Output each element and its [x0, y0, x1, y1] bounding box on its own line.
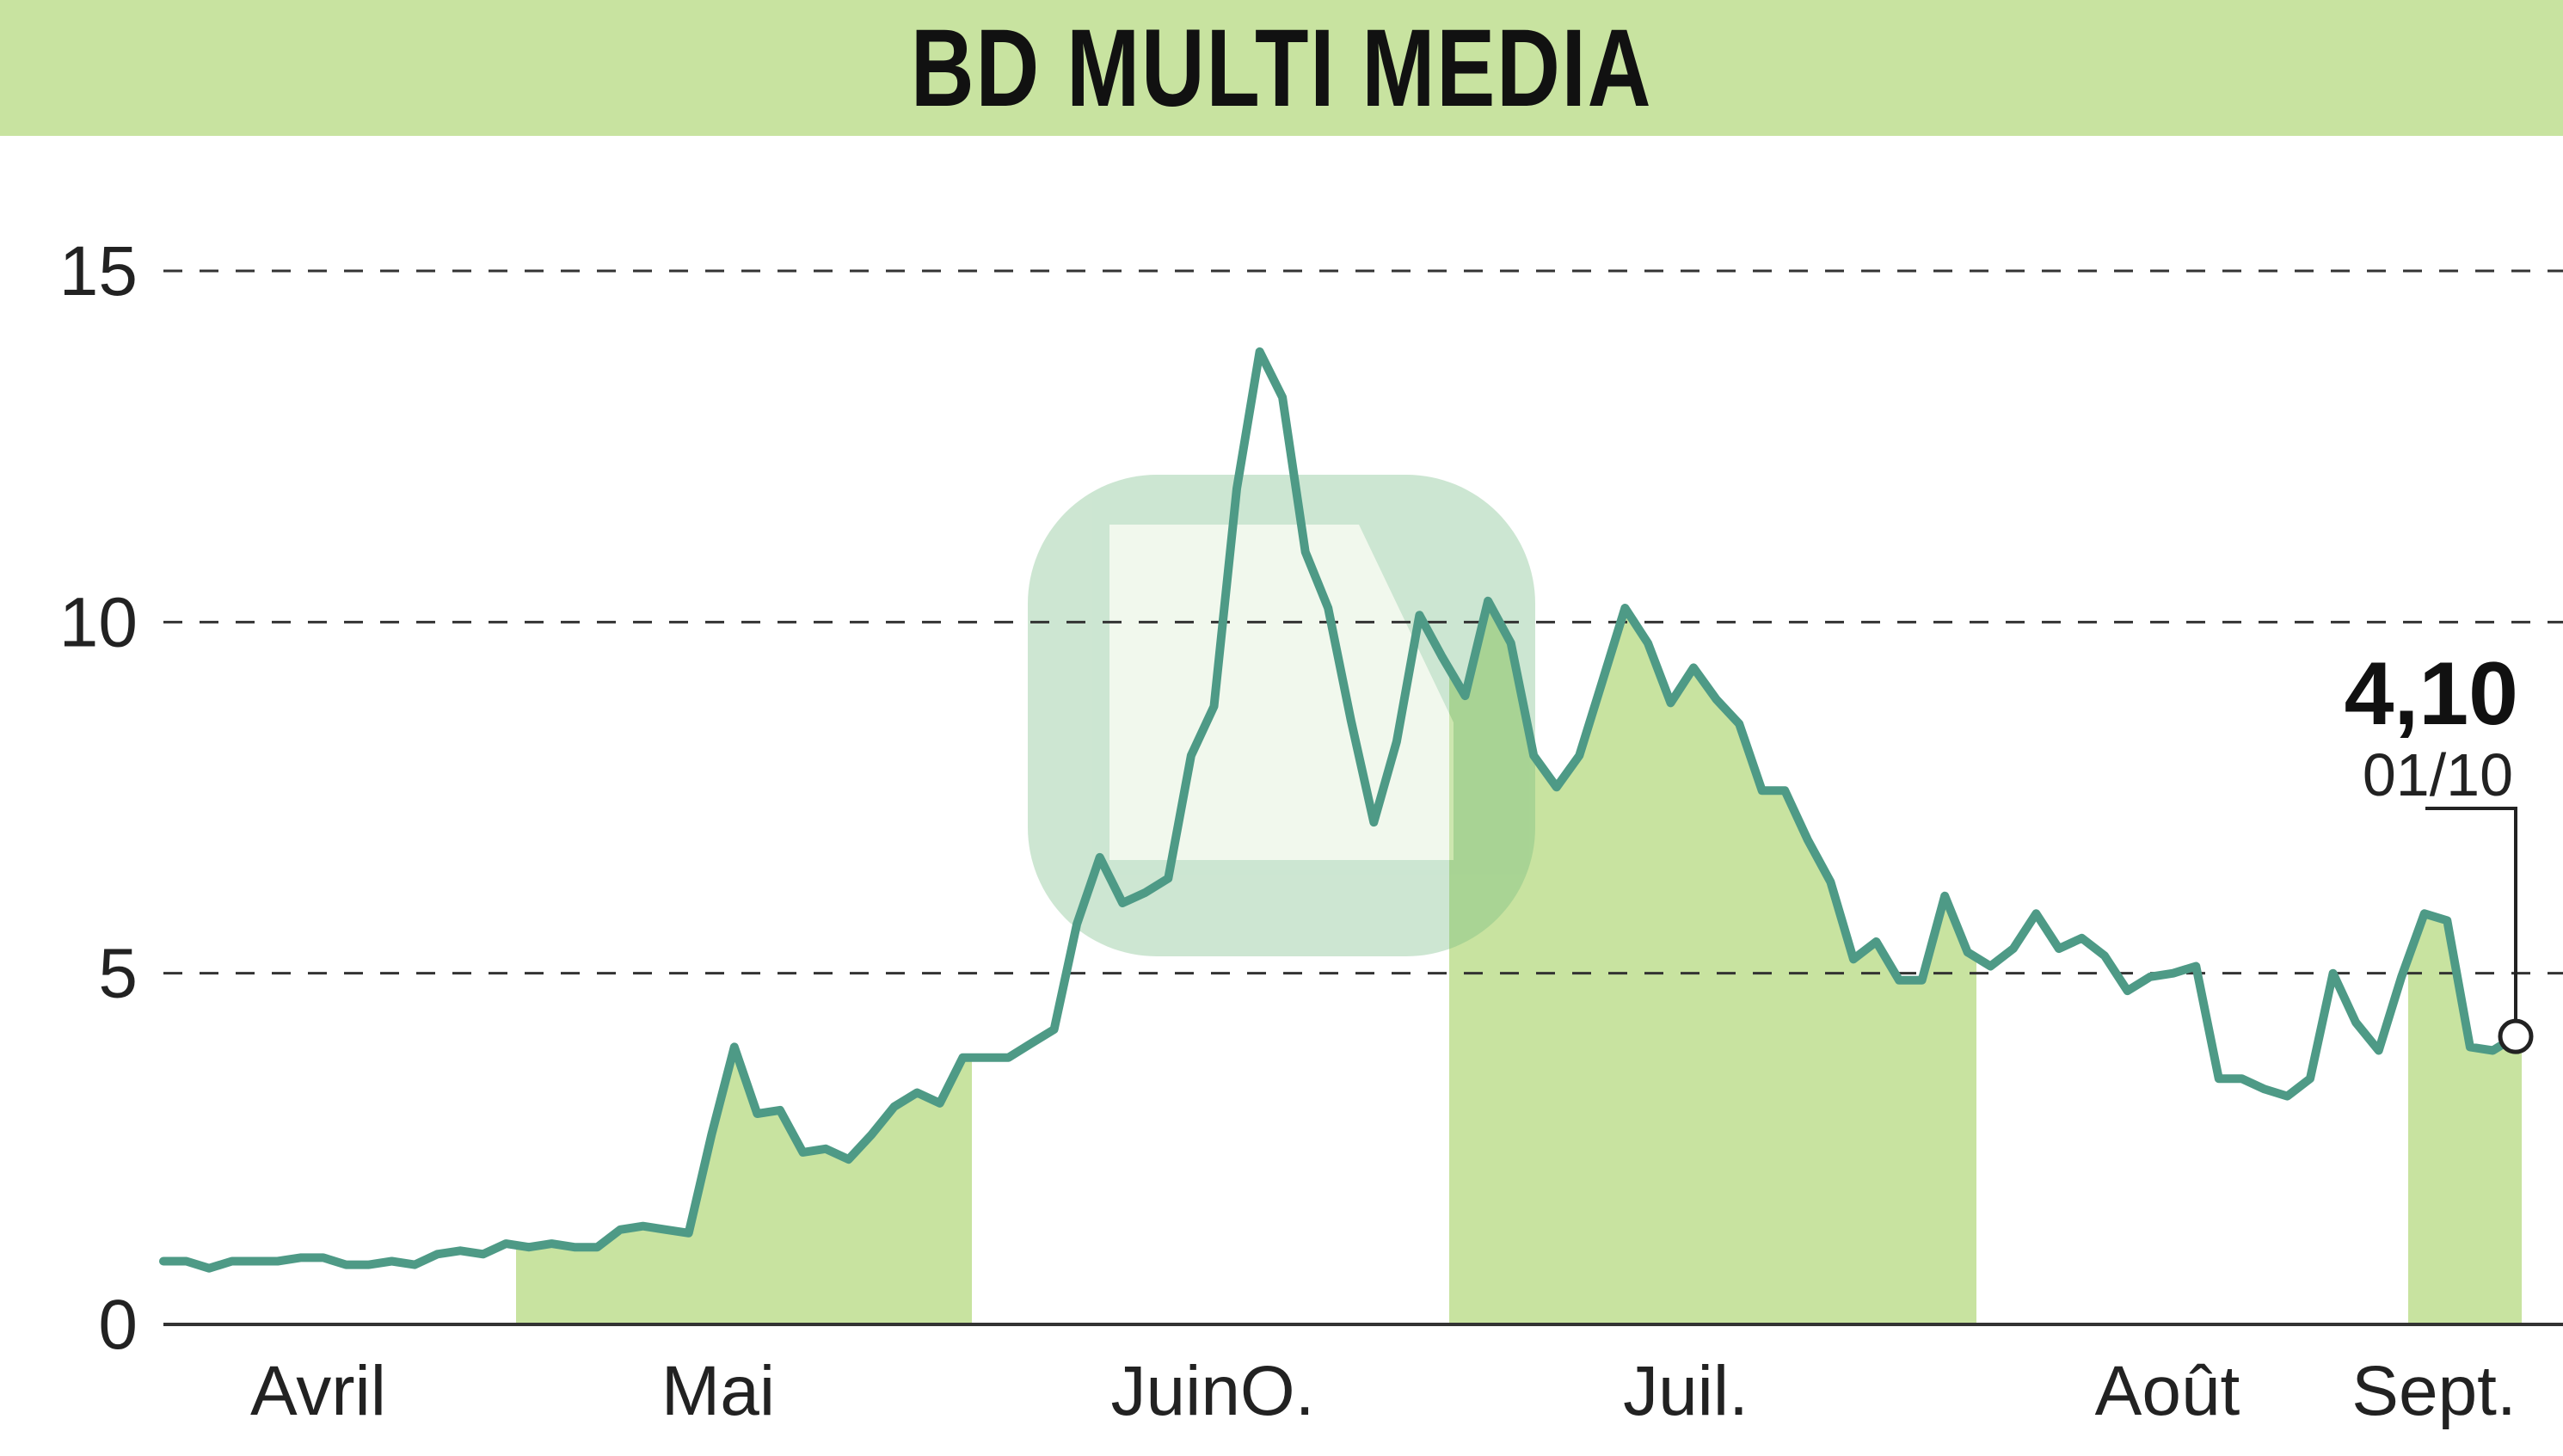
y-tick-label: 10 — [59, 583, 138, 661]
x-axis-month-labels: Avril Mai JuinO. Juil. Août Sept. — [250, 1352, 2517, 1430]
band-mai — [516, 1047, 972, 1324]
band-sept — [2408, 913, 2522, 1324]
x-tick-label: Avril — [250, 1352, 386, 1430]
band-juil — [1449, 600, 1976, 1324]
x-tick-label: Juil. — [1623, 1352, 1749, 1430]
price-line — [159, 347, 2520, 1273]
month-bands — [516, 600, 2522, 1324]
x-tick-label: Mai — [661, 1352, 775, 1430]
x-tick-label: Août — [2095, 1352, 2240, 1430]
watermark-logo — [1028, 475, 1535, 956]
last-value-callout: 4,10 01/10 — [2345, 644, 2534, 1054]
last-point-marker — [2498, 1018, 2534, 1054]
x-tick-label: JuinO. — [1111, 1352, 1315, 1430]
last-date-label: 01/10 — [2363, 741, 2513, 808]
last-value-label: 4,10 — [2345, 644, 2518, 744]
title-bar: BD MULTI MEDIA — [0, 0, 2563, 136]
chart-title: BD MULTI MEDIA — [910, 6, 1653, 130]
y-tick-label: 5 — [98, 935, 138, 1013]
callout-leader-line — [2425, 807, 2517, 1022]
y-axis-ticks: 0 5 10 15 — [59, 232, 138, 1364]
y-tick-label: 0 — [98, 1286, 138, 1364]
x-tick-label: Sept. — [2351, 1352, 2516, 1430]
y-tick-label: 15 — [59, 232, 138, 310]
